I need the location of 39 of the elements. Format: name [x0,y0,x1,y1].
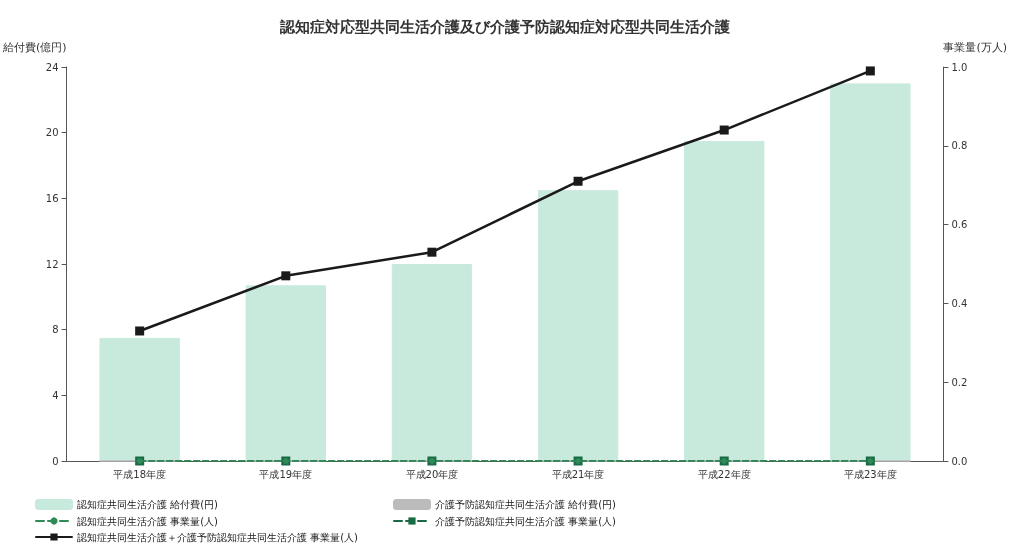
y-axis-title: 給付費(億円) [1,41,67,54]
bar [830,83,911,461]
y2-axis-title: 事業量(万人) [943,41,1008,54]
legend-label: 認知症共同生活介護 事業量(人) [77,515,219,527]
y2-tick-label: 0.6 [951,219,968,231]
legend-label: 介護予防認知症共同生活介護 給付費(円) [434,499,617,510]
x-tick-label: 平成20年度 [405,468,459,480]
point [573,176,583,186]
y-tick-label: 12 [45,258,59,270]
point [281,271,291,281]
chart-title: 認知症対応型共同生活介護及び介護予防認知症対応型共同生活介護 [279,17,730,36]
x-tick-label: 平成23年度 [843,468,897,480]
y-tick-label: 4 [52,389,59,401]
y2-tick-label: 0.8 [951,140,968,152]
legend-label: 認知症共同生活介護 給付費(円) [77,499,219,510]
point [865,66,875,76]
y2-tick-label: 1.0 [951,61,968,73]
y2-tick-label: 0.4 [951,297,968,309]
y-tick-label: 24 [45,61,59,73]
y2-tick-label: 0.2 [951,376,968,388]
y-tick-label: 0 [52,455,59,467]
y-tick-label: 8 [52,324,59,336]
point [719,125,729,135]
bar [391,264,473,461]
x-tick-label: 平成22年度 [697,468,751,480]
y-tick-label: 16 [45,192,59,204]
bar [245,285,326,461]
y-tick-label: 20 [45,127,59,139]
point [135,326,145,336]
bar [537,190,619,461]
bar [684,140,765,461]
point [427,247,437,257]
x-tick-label: 平成21年度 [551,468,605,480]
x-tick-label: 平成18年度 [113,468,167,480]
y2-tick-label: 0.0 [951,455,968,467]
legend-label: 介護予防認知症共同生活介護 事業量(人) [434,515,617,527]
x-tick-label: 平成19年度 [259,468,313,480]
bar [99,337,180,461]
legend-label: 認知症共同生活介護＋介護予防認知症共同生活介護 事業量(人) [77,531,359,543]
